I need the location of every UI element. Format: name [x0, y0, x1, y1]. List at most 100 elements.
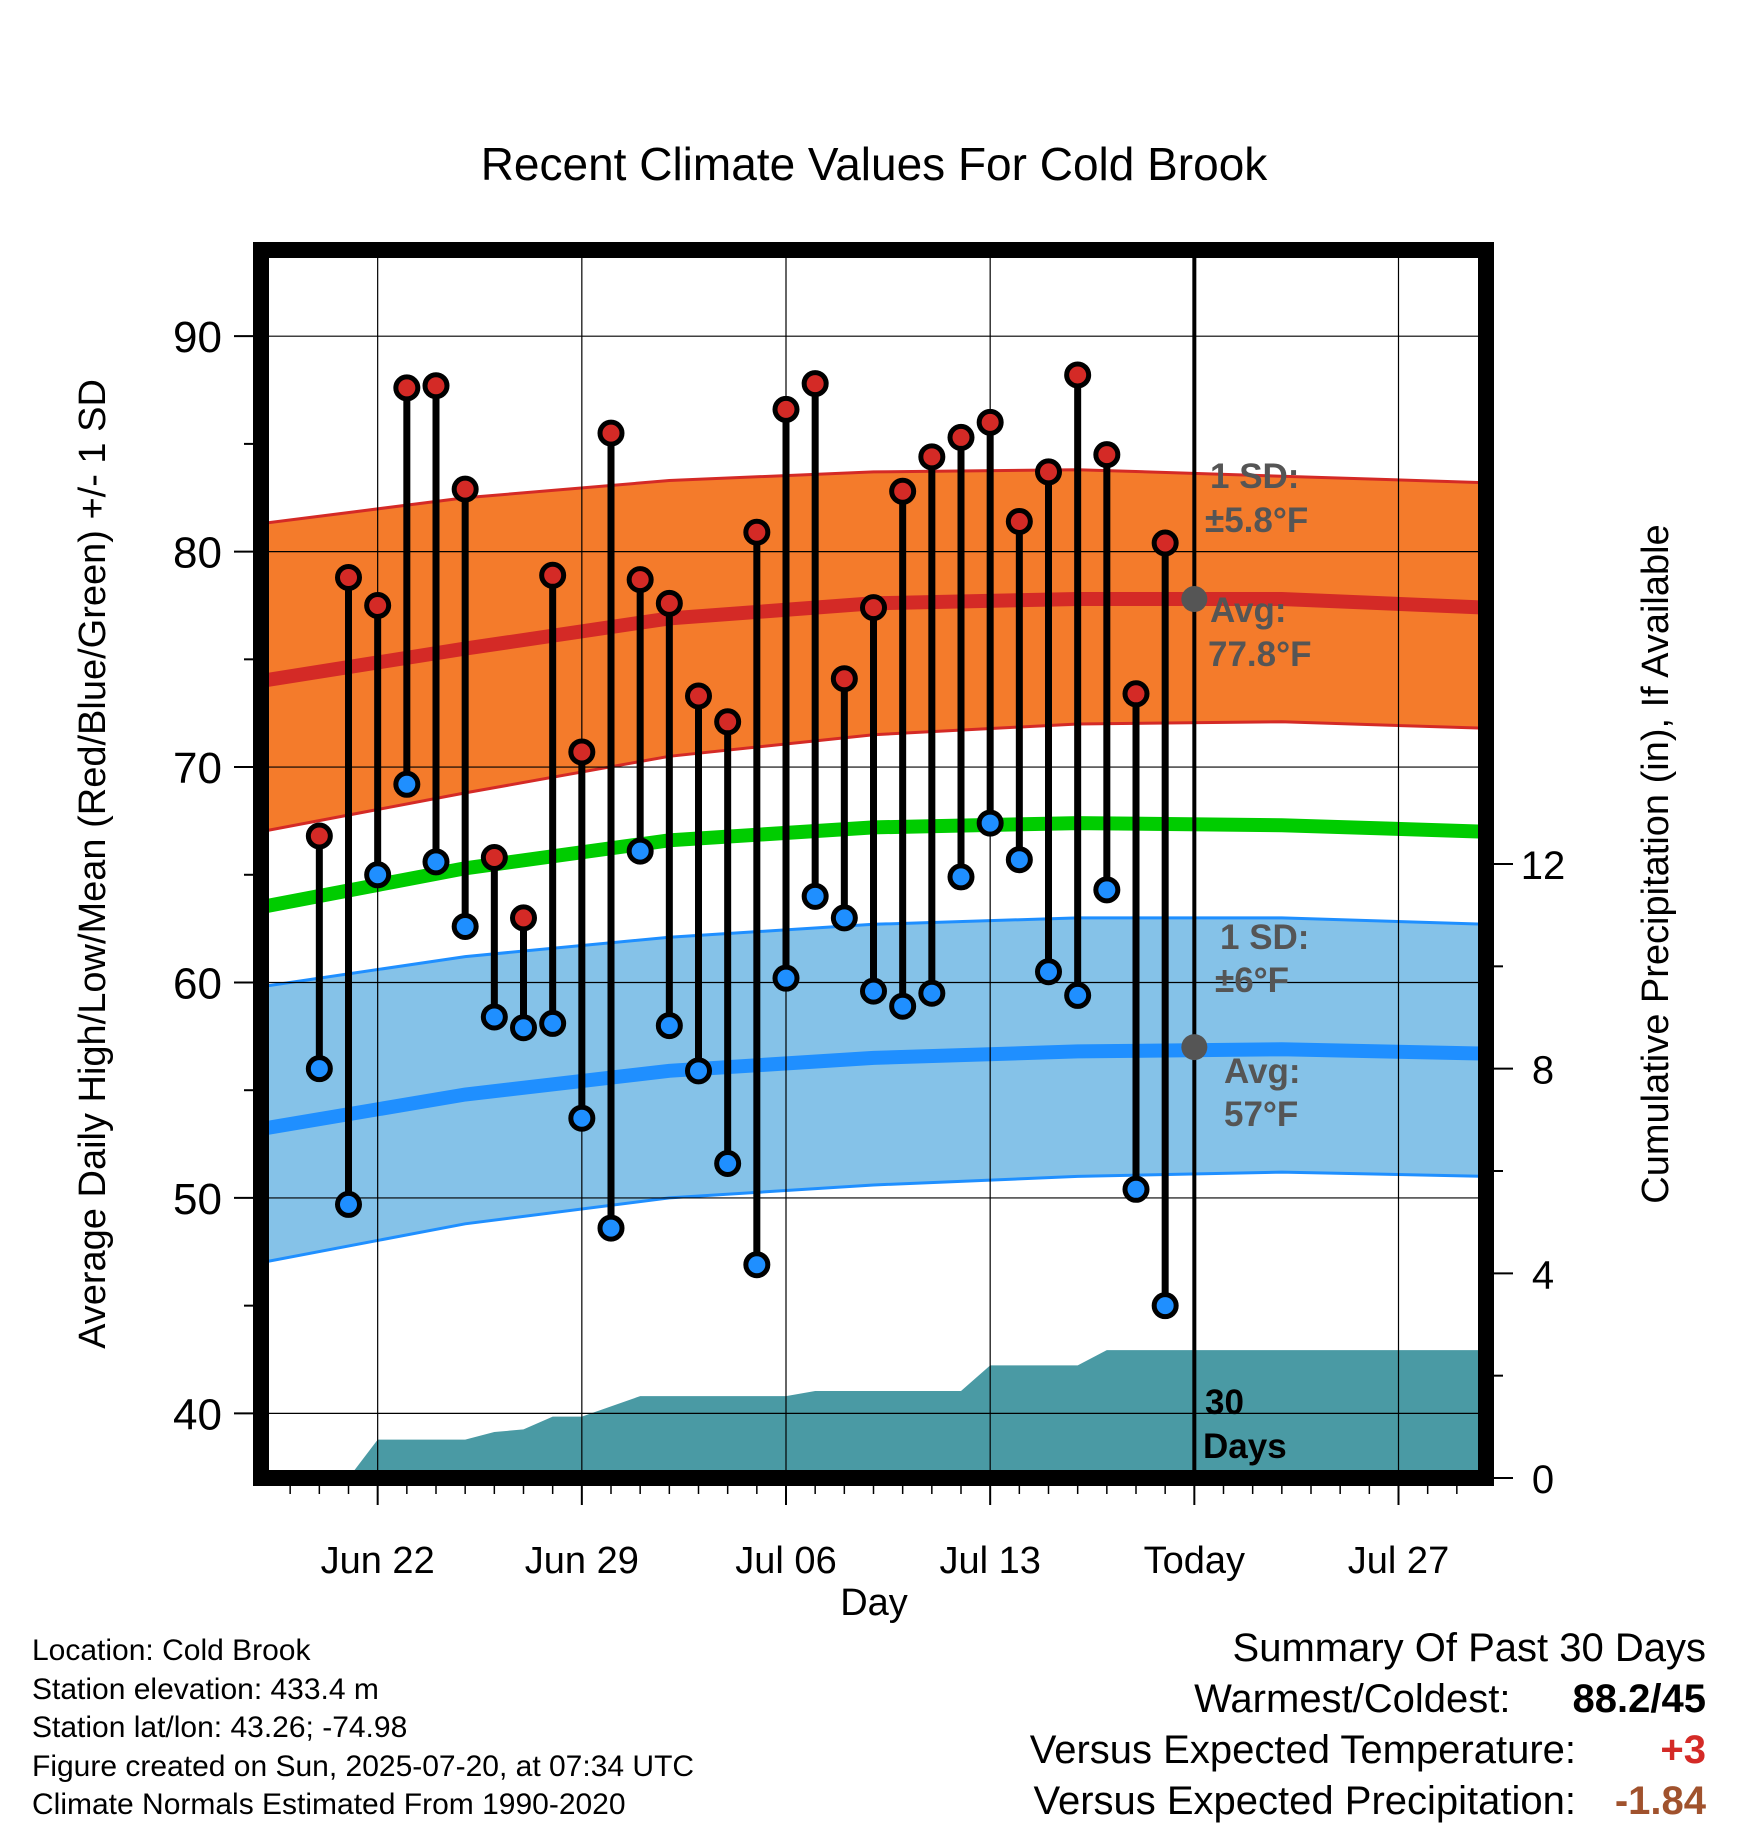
y-tick-label: 40 — [173, 1390, 222, 1439]
x-tick-label: Jun 22 — [321, 1540, 435, 1582]
cumulative-precip-area — [348, 1350, 1486, 1478]
high-point — [510, 904, 537, 932]
low-sd-value: ±6°F — [1215, 961, 1289, 1000]
period-label-line1: 30 — [1205, 1383, 1244, 1422]
precip-vs-expected-label: Versus Expected Precipitation: — [1033, 1779, 1576, 1823]
precip-vs-expected-value: -1.84 — [1614, 1779, 1706, 1823]
normals-period: Climate Normals Estimated From 1990-2020 — [32, 1788, 626, 1821]
high-point — [597, 419, 625, 447]
low-sd-label: 1 SD: — [1220, 918, 1309, 957]
low-point — [568, 1104, 596, 1132]
low-point — [976, 809, 1004, 837]
warmest-coldest-label: Warmest/Coldest: — [1194, 1677, 1511, 1721]
summary-panel: Summary Of Past 30 Days Warmest/Coldest:… — [1030, 1626, 1706, 1830]
y-axis-label: Average Daily High/Low/Mean (Red/Blue/Gr… — [72, 379, 114, 1349]
high-point — [480, 844, 508, 872]
low-avg-label: Avg: — [1224, 1052, 1300, 1091]
low-point — [830, 904, 858, 932]
low-point — [1093, 876, 1121, 904]
high-point — [335, 563, 362, 591]
high-point — [568, 738, 596, 766]
high-point — [655, 589, 683, 617]
high-point — [1035, 458, 1062, 486]
plot-frame — [253, 242, 1494, 1486]
summary-title: Summary Of Past 30 Days — [1232, 1626, 1706, 1670]
high-point — [743, 518, 771, 546]
y-tick-label: 70 — [173, 744, 222, 793]
low-point — [364, 861, 392, 889]
low-point — [451, 912, 479, 940]
high-point — [1005, 507, 1033, 535]
temp-vs-expected-label: Versus Expected Temperature: — [1029, 1728, 1576, 1772]
low-point — [597, 1214, 625, 1242]
low-point — [860, 977, 887, 1005]
annotations: 1 SD: ±5.8°F Avg: 77.8°F 1 SD: ±6°F Avg:… — [1203, 457, 1312, 1466]
low-point — [889, 992, 917, 1020]
low-point — [539, 1009, 567, 1037]
high-sd-value: ±5.8°F — [1205, 501, 1308, 540]
low-point — [772, 964, 800, 992]
high-point — [1064, 361, 1092, 389]
low-sd-band — [261, 917, 1486, 1263]
y-tick-label: 90 — [173, 313, 222, 362]
warmest-coldest-value: 88.2/45 — [1572, 1677, 1706, 1721]
low-point — [801, 882, 829, 910]
low-point — [743, 1251, 771, 1279]
high-point — [1122, 680, 1150, 708]
x-tick-label: Jun 29 — [525, 1540, 639, 1582]
y2-tick-label: 8 — [1532, 1049, 1554, 1093]
station-elevation: Station elevation: 433.4 m — [32, 1672, 379, 1706]
low-point — [918, 979, 946, 1007]
low-point — [714, 1149, 742, 1177]
x-tick-label: Today — [1144, 1540, 1245, 1582]
station-latlon: Station lat/lon: 43.26; -74.98 — [32, 1711, 408, 1744]
figure-created: Figure created on Sun, 2025-07-20, at 07… — [32, 1749, 695, 1783]
high-point — [801, 370, 829, 398]
low-point — [947, 863, 975, 891]
low-point — [510, 1014, 537, 1042]
high-point — [714, 708, 742, 736]
y2-tick-label: 0 — [1532, 1458, 1554, 1502]
high-point — [772, 395, 800, 423]
high-point — [830, 665, 858, 693]
low-point — [626, 837, 654, 865]
low-point — [422, 848, 450, 876]
high-sd-label: 1 SD: — [1210, 457, 1299, 496]
x-tick-label: Jul 27 — [1348, 1540, 1449, 1582]
low-point — [1035, 958, 1062, 986]
low-point — [305, 1055, 333, 1083]
low-avg-value: 57°F — [1224, 1095, 1298, 1134]
high-point — [889, 477, 917, 505]
high-point — [539, 561, 567, 589]
high-point — [364, 591, 392, 619]
high-point — [393, 374, 421, 402]
x-tick-label: Jul 06 — [735, 1540, 836, 1582]
high-point — [451, 475, 479, 503]
x-axis-label: Day — [840, 1582, 908, 1624]
high-point — [1093, 441, 1121, 469]
low-sd-lower-line — [261, 1170, 1486, 1265]
station-info: Location: Cold Brook Station elevation: … — [32, 1632, 694, 1825]
high-point — [422, 372, 450, 400]
high-point — [976, 408, 1004, 436]
low-point — [1064, 981, 1092, 1009]
low-point — [655, 1012, 683, 1040]
y2-tick-label: 12 — [1521, 844, 1566, 888]
high-point — [685, 682, 712, 710]
x-tick-label: Jul 13 — [939, 1540, 1040, 1582]
chart-title: Recent Climate Values For Cold Brook — [481, 138, 1269, 190]
y-tick-label: 60 — [173, 959, 222, 1008]
high-avg-label: Avg: — [1210, 591, 1286, 630]
y2-axis-label: Cumulative Precipitation (in), If Availa… — [1635, 524, 1677, 1203]
period-label-line2: Days — [1203, 1427, 1287, 1466]
high-avg-value: 77.8°F — [1208, 635, 1312, 674]
low-point — [685, 1057, 712, 1085]
y-tick-label: 50 — [173, 1175, 222, 1224]
climate-chart: Recent Climate Values For Cold Brook 90 8… — [72, 138, 1677, 1624]
high-point — [626, 566, 654, 594]
low-point — [335, 1190, 362, 1218]
high-point — [305, 822, 333, 850]
low-point — [1151, 1292, 1179, 1320]
low-point — [480, 1003, 508, 1031]
temp-vs-expected-value: +3 — [1660, 1728, 1706, 1772]
